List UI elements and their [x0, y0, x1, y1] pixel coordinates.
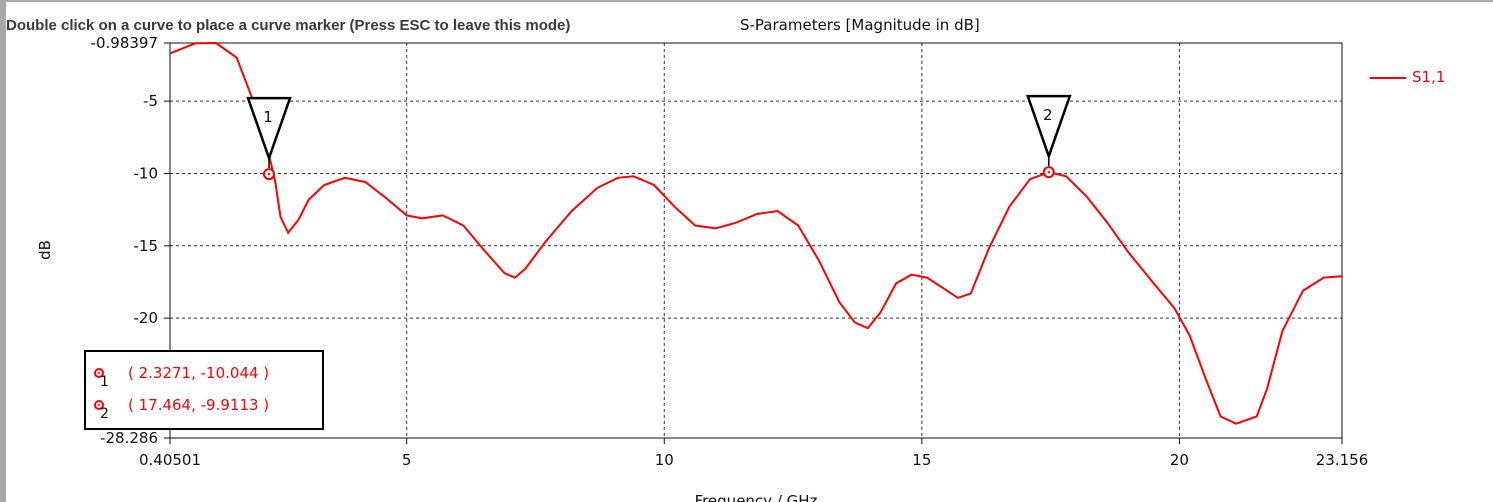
marker-readout-value: ( 17.464, -9.9113 ) — [128, 396, 270, 414]
legend[interactable]: S1,1 — [1370, 68, 1445, 86]
x-tick-label: 10 — [655, 451, 674, 469]
marker-readout-box[interactable]: 1 ( 2.3271, -10.044 ) 2 ( 17.464, -9.911… — [84, 350, 324, 430]
marker-flag — [1026, 94, 1072, 160]
x-tick-label: 0.40501 — [139, 451, 201, 469]
marker-point-center — [267, 172, 271, 176]
y-tick-label: -10 — [134, 164, 159, 182]
x-tick-label: 5 — [402, 451, 412, 469]
x-tick-label: 15 — [912, 451, 931, 469]
y-tick-label: -20 — [134, 309, 159, 327]
axis-ticks: 0.40501 5 10 15 20 23.156 -0.98397 -5 -10 -15 -20 -… — [91, 34, 1369, 469]
x-axis-label: Frequency / GHz — [695, 492, 818, 502]
legend-entry-s11: S1,1 — [1412, 68, 1446, 86]
chart-title: S-Parameters [Magnitude in dB] — [740, 16, 980, 34]
x-tick-label: 20 — [1170, 451, 1189, 469]
marker-flag — [246, 96, 292, 162]
marker-ring-icon — [94, 400, 104, 410]
marker-readout-id: 2 — [100, 406, 109, 422]
marker-point-center — [1047, 170, 1050, 174]
marker-ring-icon — [94, 368, 104, 378]
marker-flag-id: 2 — [1043, 106, 1053, 124]
legend-swatch — [1370, 76, 1406, 79]
y-tick-label: -0.98397 — [91, 34, 158, 52]
marker-readout-row: 2 ( 17.464, -9.9113 ) — [86, 394, 322, 424]
grid — [170, 43, 1342, 438]
plot-area — [169, 42, 1343, 439]
mode-hint: Double click on a curve to place a curve… — [6, 17, 571, 34]
marker-readout-value: ( 2.3271, -10.044 ) — [128, 364, 270, 382]
series-line-s11[interactable] — [169, 41, 1343, 425]
y-tick-label: -5 — [143, 92, 158, 110]
y-tick-label: -28.286 — [100, 429, 158, 447]
y-tick-label: -15 — [134, 237, 159, 255]
x-tick-label: 23.156 — [1316, 451, 1369, 469]
marker-readout-id: 1 — [100, 374, 109, 390]
marker-readout-row: 1 ( 2.3271, -10.044 ) — [86, 362, 322, 392]
y-axis-label: dB — [36, 240, 54, 260]
marker-flag-id: 1 — [263, 108, 273, 126]
